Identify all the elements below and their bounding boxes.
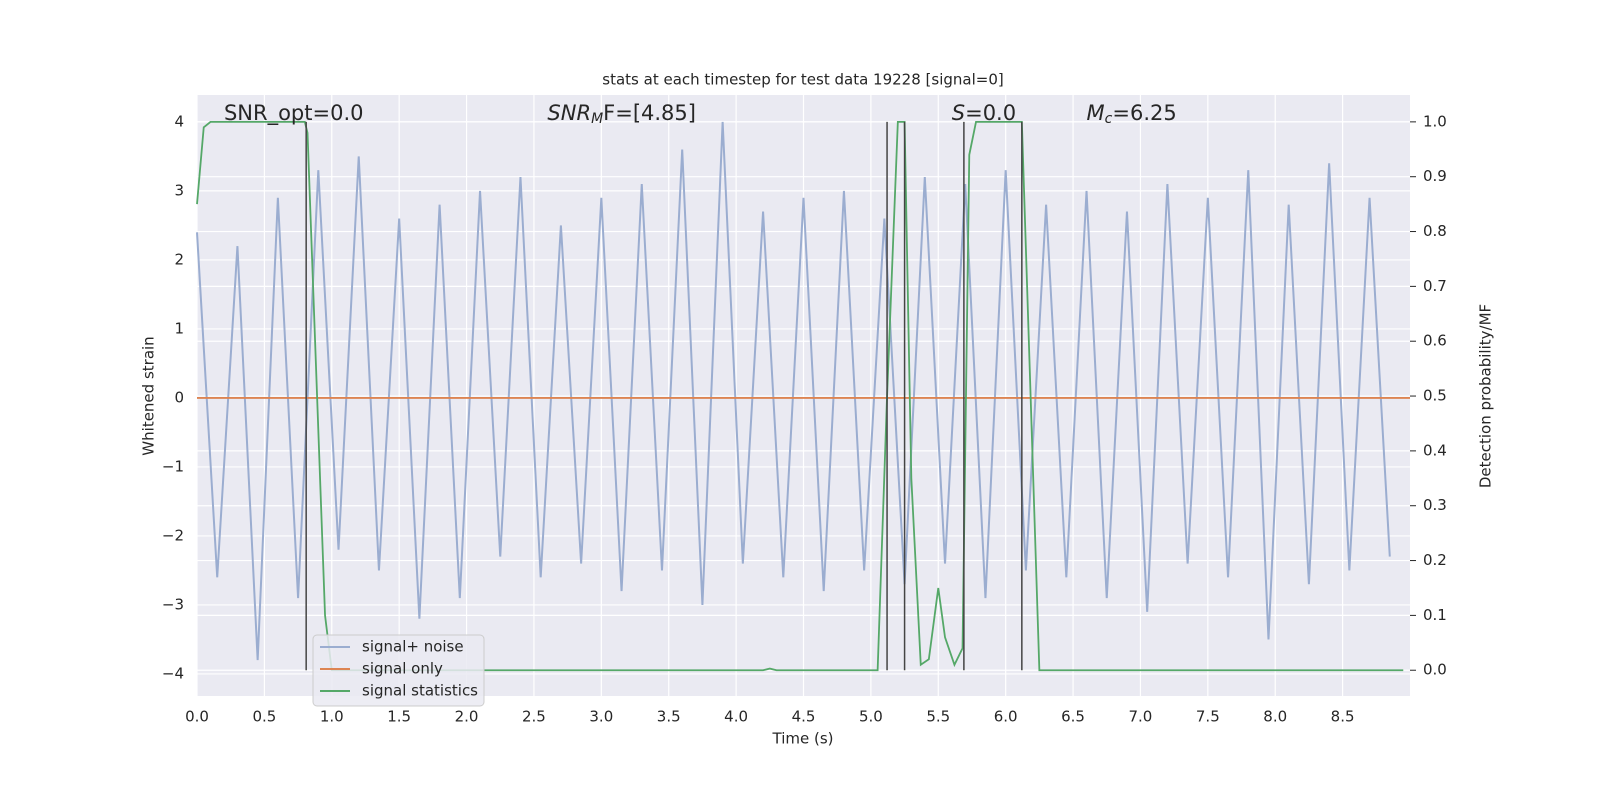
y2-tick-label: 0.4	[1423, 441, 1447, 459]
x-tick-label: 1.5	[387, 708, 411, 726]
x-tick-label: 4.5	[792, 708, 816, 726]
legend-label: signal statistics	[362, 682, 478, 700]
annotation: SNRMF=[4.85]	[547, 101, 696, 127]
y2-tick-label: 0.5	[1423, 387, 1447, 405]
y2-axis-label: Detection probability/MF	[1477, 304, 1495, 488]
x-tick-label: 0.5	[252, 708, 276, 726]
y2-tick-label: 1.0	[1423, 112, 1447, 130]
x-axis-label: Time (s)	[772, 730, 834, 748]
y2-tick-label: 0.7	[1423, 277, 1447, 295]
line-series	[196, 121, 1391, 661]
y2-tick-label: 0.1	[1423, 606, 1447, 624]
y-tick-label: 1	[174, 319, 184, 337]
annotation-symbol: S	[952, 101, 965, 125]
annotation: Mc=6.25	[1087, 101, 1177, 127]
annotation-symbol: SNR_opt=0.0	[224, 101, 364, 126]
x-tick-label: 7.5	[1196, 708, 1220, 726]
y-tick-label: 3	[174, 181, 184, 199]
x-tick-label: 6.5	[1061, 708, 1085, 726]
annotation-text: F=[4.85]	[603, 101, 696, 125]
x-tick-label: 7.0	[1129, 708, 1153, 726]
x-tick-label: 4.0	[724, 708, 748, 726]
y-tick-label: −4	[162, 664, 184, 682]
annotation-subscript: M	[591, 111, 603, 127]
x-tick-label: 1.0	[320, 708, 344, 726]
x-tick-label: 5.0	[859, 708, 883, 726]
x-tick-label: 8.0	[1263, 708, 1287, 726]
x-tick-label: 5.5	[926, 708, 950, 726]
y2-tick-label: 0.6	[1423, 332, 1447, 350]
y2-tick-label: 0.3	[1423, 496, 1447, 514]
y-tick-label: −1	[162, 457, 184, 475]
y2-tick-label: 0.2	[1423, 551, 1447, 569]
x-tick-label: 6.0	[994, 708, 1018, 726]
line-series	[196, 120, 1404, 672]
y2-tick-label: 0.8	[1423, 222, 1447, 240]
legend-label: signal+ noise	[362, 638, 464, 656]
y2-tick-label: 0.0	[1423, 661, 1447, 679]
y-tick-label: −3	[162, 595, 184, 613]
y-tick-label: 4	[174, 112, 184, 130]
y-tick-label: −2	[162, 526, 184, 544]
legend: signal+ noise signal only signal statistic…	[312, 634, 485, 707]
annotation-subscript: c	[1105, 111, 1113, 127]
y2-tick-label: 0.9	[1423, 167, 1447, 185]
x-tick-label: 8.5	[1331, 708, 1355, 726]
x-tick-label: 3.5	[657, 708, 681, 726]
y-tick-label: 0	[174, 388, 184, 406]
annotation-symbol: SNR	[547, 101, 591, 125]
x-tick-label: 3.0	[589, 708, 613, 726]
y-tick-label: 2	[174, 250, 184, 268]
annotation-text: =0.0	[965, 101, 1016, 125]
x-tick-label: 2.0	[455, 708, 479, 726]
legend-box	[312, 634, 485, 707]
y-axis-label: Whitened strain	[140, 336, 158, 455]
legend-label: signal only	[362, 660, 443, 678]
x-tick-label: 2.5	[522, 708, 546, 726]
annotation: S=0.0	[952, 101, 1016, 125]
annotation-text: =6.25	[1112, 101, 1176, 125]
chart-title: stats at each timestep for test data 192…	[602, 71, 1003, 89]
annotation: SNR_opt=0.0	[224, 101, 364, 126]
x-tick-label: 0.0	[185, 708, 209, 726]
annotation-symbol: M	[1087, 101, 1105, 125]
